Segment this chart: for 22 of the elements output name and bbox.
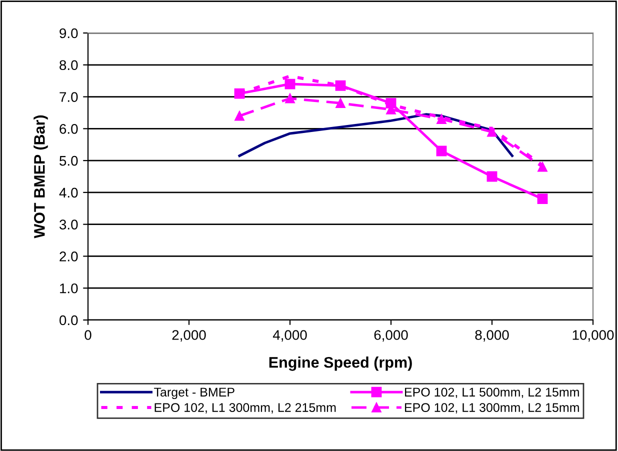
y-tick-label: 3.0 bbox=[60, 220, 78, 230]
legend-label: Target - BMEP bbox=[154, 388, 234, 400]
y-tick-label: 8.0 bbox=[60, 60, 78, 70]
x-tick-label: 0 bbox=[84, 330, 92, 340]
x-tick-label: 10,000 bbox=[572, 330, 614, 342]
y-tick-label: 1.0 bbox=[60, 283, 78, 294]
y-tick-label: 5.0 bbox=[60, 156, 78, 166]
y-tick-label: 2.0 bbox=[60, 252, 78, 262]
y-tick-label: 4.0 bbox=[59, 188, 78, 198]
x-axis-title: Engine Speed (rpm) bbox=[269, 356, 412, 371]
legend-label: EPO 102, L1 300mm, L2 15mm bbox=[405, 403, 579, 414]
legend-label: EPO 102, L1 300mm, L2 215mm bbox=[154, 403, 336, 414]
y-tick-label: 7.0 bbox=[60, 92, 78, 102]
y-tick-label: 6.0 bbox=[60, 124, 78, 134]
legend-label: EPO 102, L1 500mm, L2 15mm bbox=[405, 388, 579, 398]
x-tick-label: 8,000 bbox=[475, 330, 509, 342]
y-axis-title: WOT BMEP (Bar) bbox=[34, 115, 48, 238]
x-tick-label: 6,000 bbox=[374, 330, 408, 342]
x-tick-label: 2,000 bbox=[172, 330, 206, 342]
x-tick-label: 4,000 bbox=[272, 330, 307, 342]
y-tick-label: 0.0 bbox=[60, 315, 78, 326]
y-tick-label: 9.0 bbox=[60, 28, 78, 38]
